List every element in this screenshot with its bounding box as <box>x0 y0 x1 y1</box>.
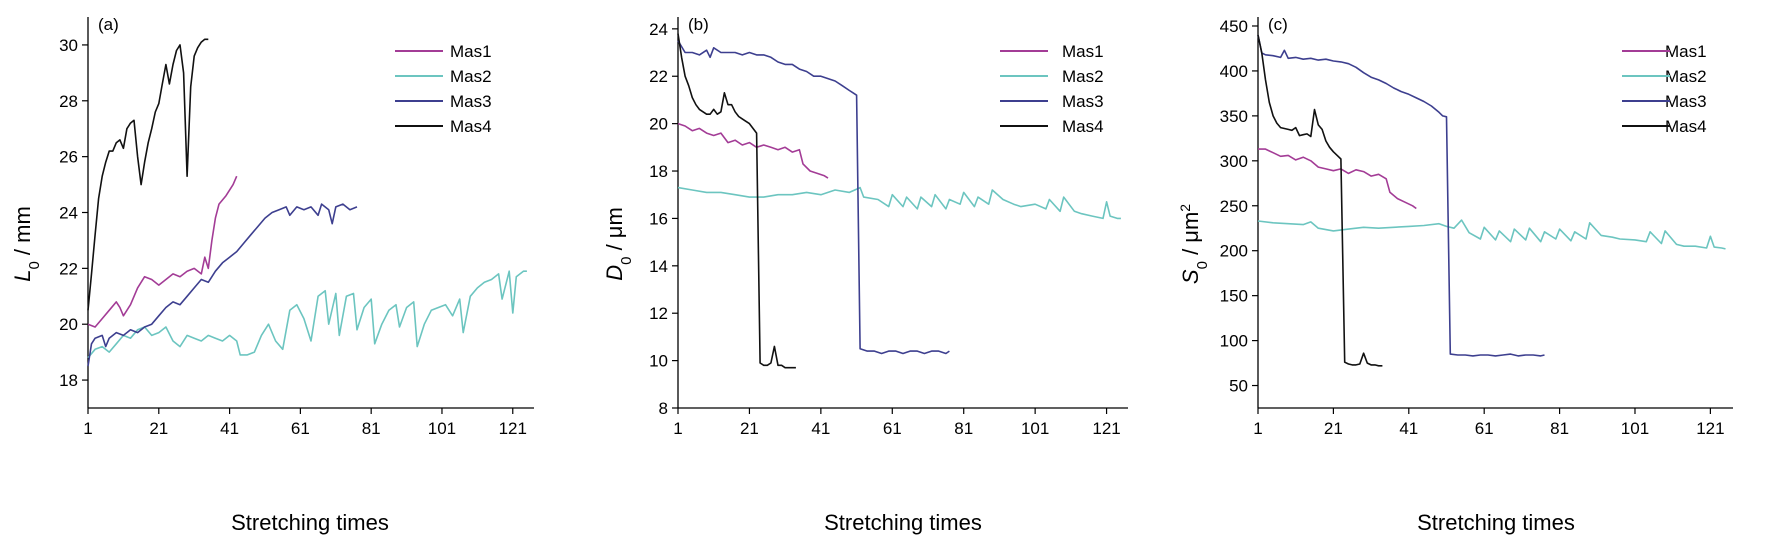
series-line-mas2 <box>1257 219 1726 250</box>
y-tick-label: 100 <box>1220 332 1248 351</box>
chart-panel-b: D0 / μm Stretching times (b) Mas1 Mas2 M… <box>602 15 1128 535</box>
x-tick-label: 81 <box>362 419 381 438</box>
panel-label: (a) <box>98 15 119 34</box>
y-tick-label: 26 <box>59 148 78 167</box>
y-tick-label: 300 <box>1220 152 1248 171</box>
legend-label-mas2: Mas2 <box>1062 67 1104 86</box>
legend-label-mas4: Mas4 <box>1665 117 1707 136</box>
y-tick-label: 14 <box>649 257 668 276</box>
y-tick-label: 450 <box>1220 17 1248 36</box>
x-tick-label: 121 <box>1092 419 1120 438</box>
y-tick-label: 28 <box>59 92 78 111</box>
y-tick-label: 10 <box>649 352 668 371</box>
y-tick-label: 16 <box>649 209 668 228</box>
series-line-mas3 <box>677 40 950 355</box>
x-tick-label: 61 <box>1475 419 1494 438</box>
x-tick-label: 101 <box>1021 419 1049 438</box>
series-line-mas1 <box>677 122 829 179</box>
legend-label-mas2: Mas2 <box>1665 67 1707 86</box>
series-line-mas2 <box>677 186 1121 220</box>
x-tick-label: 1 <box>1253 419 1262 438</box>
y-tick-label: 22 <box>59 259 78 278</box>
legend-label-mas3: Mas3 <box>1665 92 1707 111</box>
y-tick-label: 400 <box>1220 62 1248 81</box>
y-tick-label: 20 <box>649 115 668 134</box>
x-tick-label: 41 <box>220 419 239 438</box>
legend-label-mas1: Mas1 <box>1665 42 1707 61</box>
x-tick-label: 41 <box>811 419 830 438</box>
legend-label-mas3: Mas3 <box>450 92 492 111</box>
y-tick-label: 18 <box>649 162 668 181</box>
x-tick-label: 21 <box>1324 419 1343 438</box>
series-line-mas1 <box>1258 148 1417 210</box>
legend-label-mas1: Mas1 <box>450 42 492 61</box>
y-axis-title: S0 / μm2 <box>1177 204 1211 284</box>
y-tick-label: 350 <box>1220 107 1248 126</box>
x-tick-label: 1 <box>673 419 682 438</box>
x-tick-label: 41 <box>1399 419 1418 438</box>
series-line-mas4 <box>1257 34 1383 367</box>
panel-label: (c) <box>1268 15 1288 34</box>
y-axis-title: D0 / μm <box>602 207 635 281</box>
y-tick-label: 20 <box>59 315 78 334</box>
y-tick-label: 8 <box>659 399 668 418</box>
y-tick-label: 24 <box>649 20 668 39</box>
x-tick-label: 61 <box>883 419 902 438</box>
x-tick-label: 81 <box>1550 419 1569 438</box>
y-tick-label: 30 <box>59 36 78 55</box>
x-axis-title: Stretching times <box>824 510 982 535</box>
y-tick-label: 18 <box>59 371 78 390</box>
x-tick-label: 1 <box>83 419 92 438</box>
y-tick-label: 250 <box>1220 197 1248 216</box>
y-tick-label: 24 <box>59 204 78 223</box>
legend-label-mas3: Mas3 <box>1062 92 1104 111</box>
x-axis-title: Stretching times <box>231 510 389 535</box>
x-axis-title: Stretching times <box>1417 510 1575 535</box>
legend-label-mas1: Mas1 <box>1062 42 1104 61</box>
x-tick-label: 101 <box>428 419 456 438</box>
x-tick-label: 81 <box>954 419 973 438</box>
series-line-mas3 <box>87 203 358 367</box>
chart-panel-c: S0 / μm2 Stretching times (c) Mas1 Mas2 … <box>1177 15 1733 535</box>
y-axis-title: L0 / mm <box>10 206 43 282</box>
series-line-mas3 <box>1257 34 1545 357</box>
series-line-mas4 <box>677 33 796 369</box>
x-tick-label: 21 <box>740 419 759 438</box>
x-tick-label: 121 <box>1696 419 1724 438</box>
x-tick-label: 101 <box>1621 419 1649 438</box>
x-tick-label: 61 <box>291 419 310 438</box>
series-line-mas1 <box>87 175 238 328</box>
chart-panel-a: L0 / mm Stretching times (a) Mas1 Mas2 M… <box>10 15 534 535</box>
y-tick-label: 22 <box>649 67 668 86</box>
y-tick-label: 12 <box>649 304 668 323</box>
series-line-mas2 <box>87 270 527 359</box>
panel-label: (b) <box>688 15 709 34</box>
y-tick-label: 50 <box>1229 377 1248 396</box>
legend-label-mas4: Mas4 <box>1062 117 1104 136</box>
x-tick-label: 121 <box>499 419 527 438</box>
series-line-mas4 <box>87 38 209 311</box>
legend-label-mas4: Mas4 <box>450 117 492 136</box>
y-tick-label: 200 <box>1220 242 1248 261</box>
legend-label-mas2: Mas2 <box>450 67 492 86</box>
y-tick-label: 150 <box>1220 287 1248 306</box>
x-tick-label: 21 <box>149 419 168 438</box>
